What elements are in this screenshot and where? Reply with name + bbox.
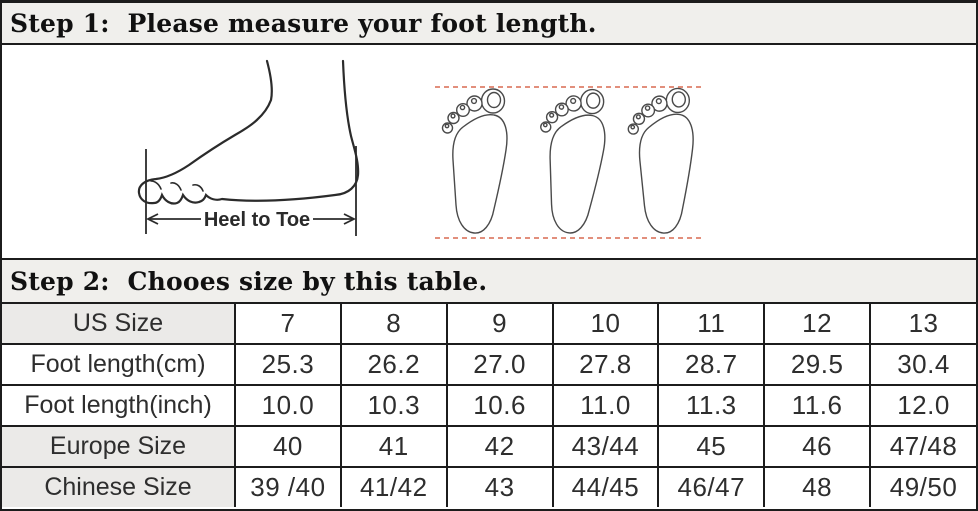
row-label: Chinese Size	[2, 466, 236, 507]
size-cell: 8	[339, 304, 448, 345]
table-row-foot-length-cm: Foot length(cm) 25.3 26.2 27.0 27.8 28.7…	[2, 342, 976, 386]
size-cell: 28.7	[657, 342, 766, 386]
table-row-europe-size: Europe Size 40 41 42 43/44 45 46 47/48	[2, 425, 976, 469]
size-cell: 43/44	[551, 425, 660, 469]
step2-header: Step 2: Chooes size by this table.	[2, 258, 976, 304]
size-cell: 12.0	[869, 383, 976, 428]
step2-title: Step 2: Chooes size by this table.	[10, 266, 488, 296]
size-cell: 11.0	[551, 383, 660, 428]
size-cell: 11	[657, 304, 766, 345]
step1-header: Step 1: Please measure your foot length.	[2, 3, 976, 45]
size-cell: 47/48	[869, 425, 976, 469]
row-label: Foot length(inch)	[2, 383, 236, 428]
size-cell: 46/47	[657, 466, 766, 507]
table-row-us-size: US Size 7 8 9 10 11 12 13	[2, 304, 976, 345]
footprint-3	[626, 87, 698, 235]
size-cell: 41/42	[339, 466, 448, 507]
row-label: US Size	[2, 304, 236, 345]
row-label: Foot length(cm)	[2, 342, 236, 386]
foot-outline	[137, 59, 360, 205]
toe-crease	[170, 182, 182, 191]
size-cell: 27.0	[445, 342, 554, 386]
table-row-foot-length-inch: Foot length(inch) 10.0 10.3 10.6 11.0 11…	[2, 383, 976, 428]
size-cell: 25.3	[234, 342, 342, 386]
size-cell: 26.2	[339, 342, 448, 386]
size-cell: 10.3	[339, 383, 448, 428]
size-cell: 39 /40	[234, 466, 342, 507]
size-cell: 41	[339, 425, 448, 469]
size-cell: 10.6	[445, 383, 554, 428]
size-cell: 40	[234, 425, 342, 469]
size-cell: 7	[234, 304, 342, 345]
size-cell: 29.5	[763, 342, 872, 386]
size-cell: 9	[445, 304, 554, 345]
size-cell: 27.8	[551, 342, 660, 386]
size-cell: 11.3	[657, 383, 766, 428]
heel-to-toe-label: Heel to Toe	[204, 209, 310, 231]
toe-crease	[150, 180, 162, 190]
size-cell: 13	[869, 304, 976, 345]
measurement-illustration: Heel to Toe	[2, 45, 976, 258]
arrow-right-head	[343, 213, 357, 225]
side-foot-diagram: Heel to Toe	[137, 59, 360, 236]
size-cell: 44/45	[551, 466, 660, 507]
size-cell: 49/50	[869, 466, 976, 507]
toe-crease	[192, 183, 204, 192]
arrow-left-head	[145, 213, 159, 225]
size-table: US Size 7 8 9 10 11 12 13 Foot length(cm…	[2, 304, 976, 507]
size-cell: 10	[551, 304, 660, 345]
footprints-diagram	[435, 86, 702, 239]
footprint-2	[536, 87, 608, 235]
size-cell: 30.4	[869, 342, 976, 386]
step1-title: Step 1: Please measure your foot length.	[10, 8, 597, 38]
size-cell: 48	[763, 466, 872, 507]
size-cell: 10.0	[234, 383, 342, 428]
footprint-1	[441, 88, 508, 234]
size-cell: 12	[763, 304, 872, 345]
size-cell: 43	[445, 466, 554, 507]
size-cell: 11.6	[763, 383, 872, 428]
row-label: Europe Size	[2, 425, 236, 469]
size-cell: 46	[763, 425, 872, 469]
size-cell: 45	[657, 425, 766, 469]
size-cell: 42	[445, 425, 554, 469]
table-row-chinese-size: Chinese Size 39 /40 41/42 43 44/45 46/47…	[2, 466, 976, 507]
